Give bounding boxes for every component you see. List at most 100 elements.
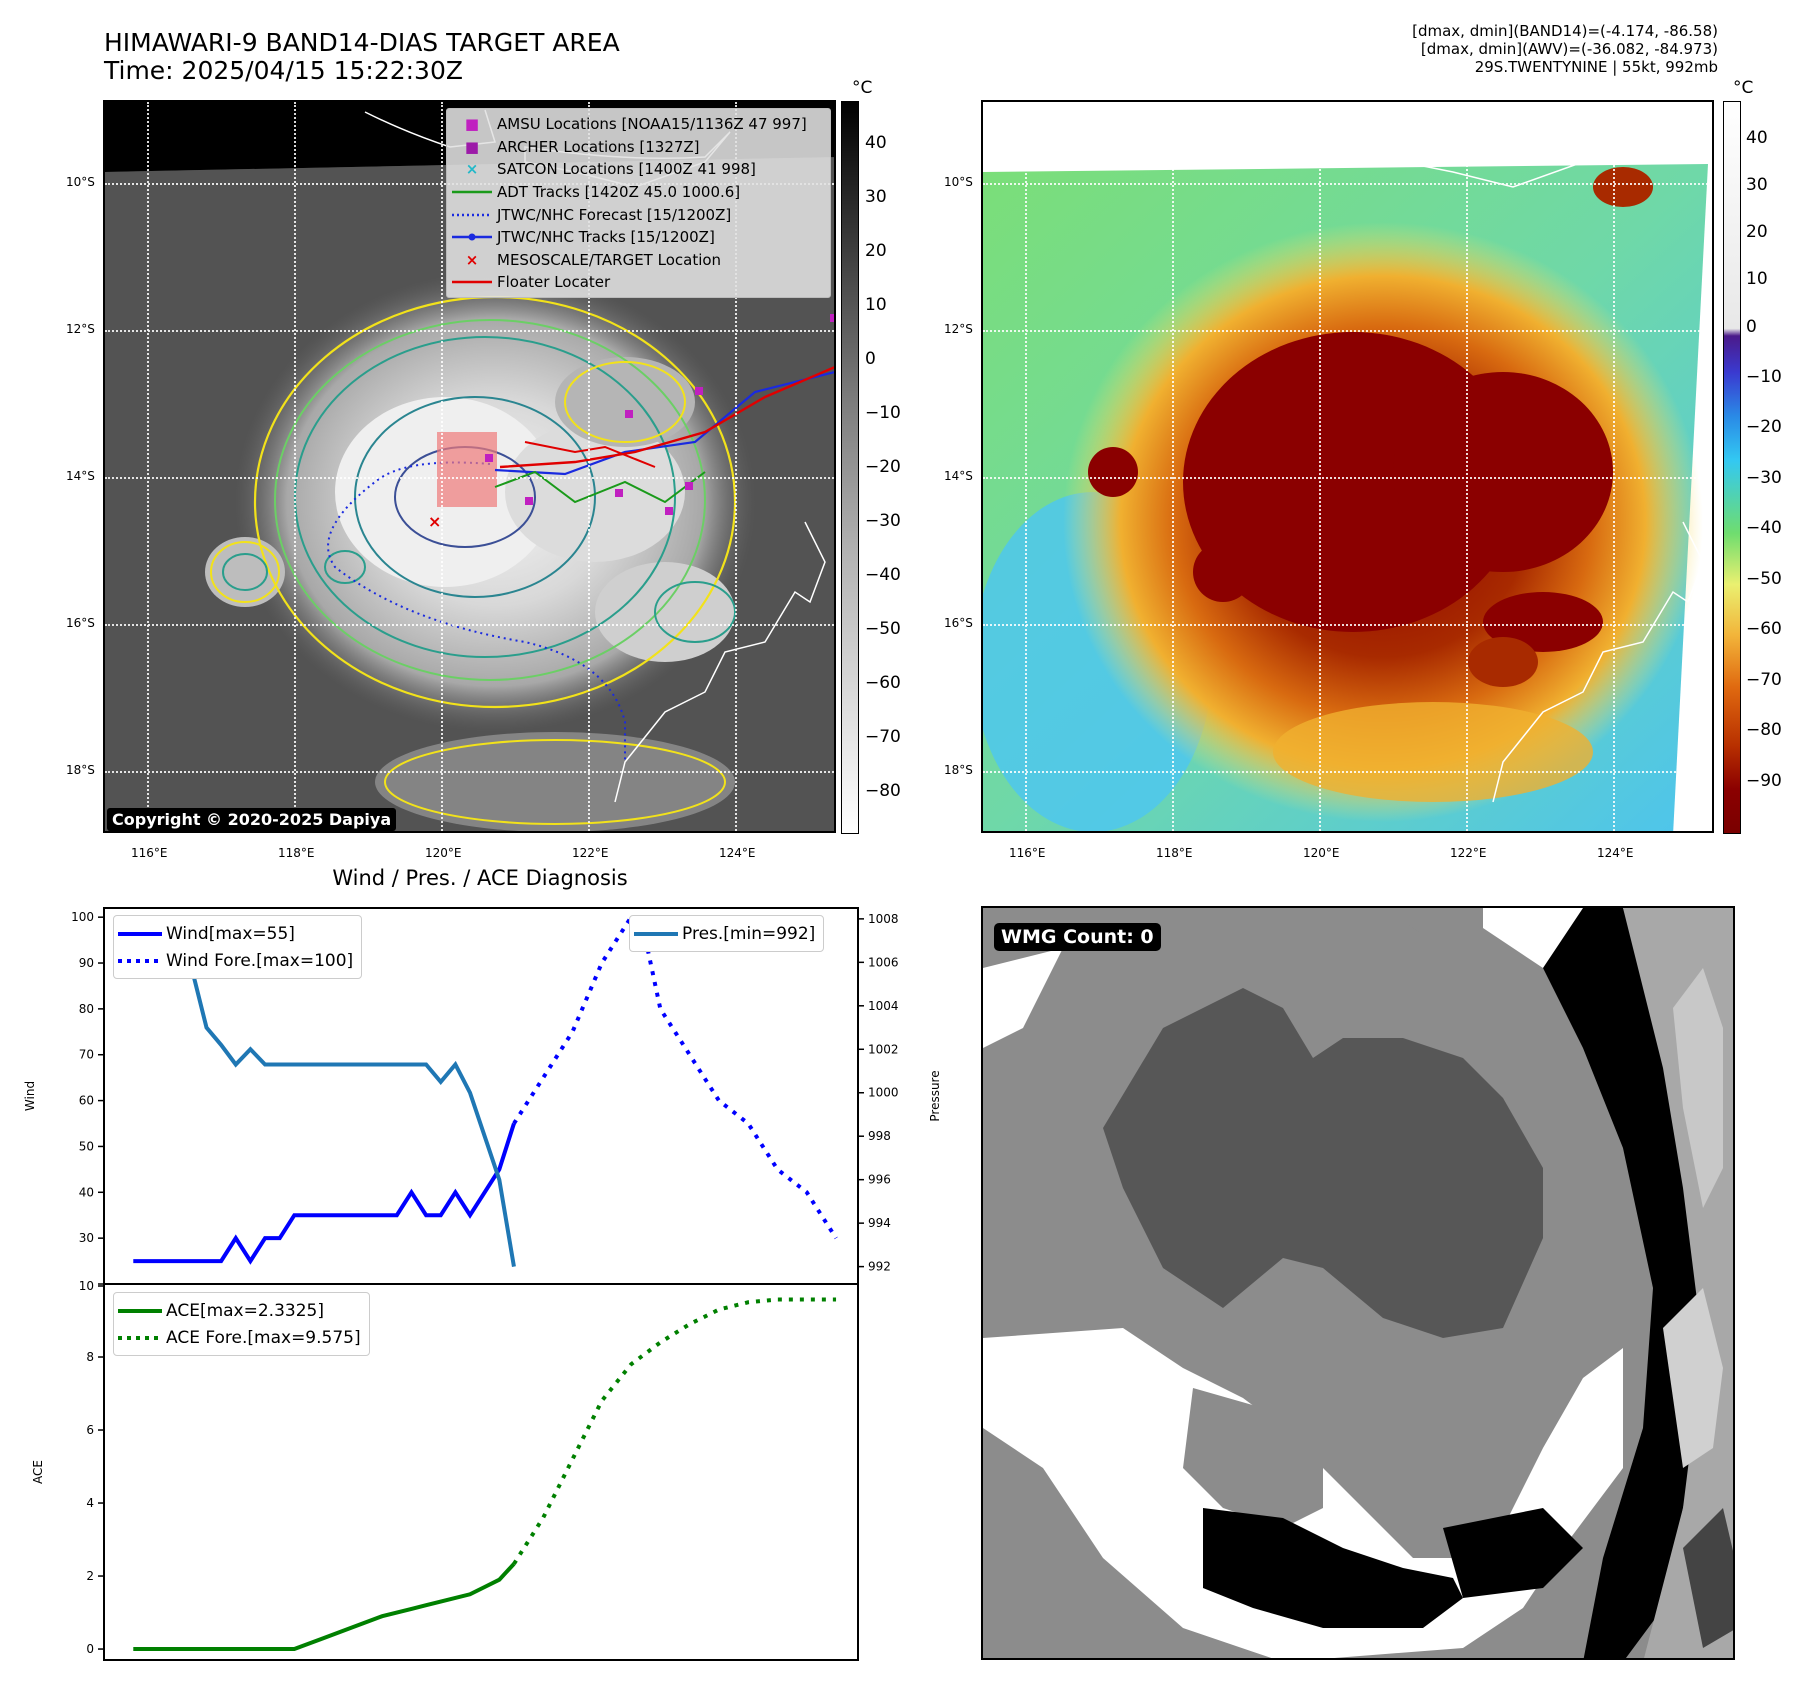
wind-tick-label: 10	[79, 1279, 94, 1293]
legend-ace: ACE[max=2.3325]	[166, 1300, 324, 1321]
pressure-tick-label: 1002	[868, 1042, 899, 1056]
legend-symbol-icon	[447, 206, 497, 224]
map-legend-label: ADT Tracks [1420Z 45.0 1000.6]	[497, 183, 741, 202]
colorbar-tick-label: −40	[1746, 518, 1782, 539]
lat-label: 18°S	[66, 763, 95, 777]
map-legend-label: MESOSCALE/TARGET Location	[497, 250, 722, 269]
info-awv: [dmax, dmin](AWV)=(-36.082, -84.973)	[1420, 40, 1718, 58]
series-line-wind	[133, 1122, 516, 1265]
awv-colorbar	[1723, 101, 1741, 834]
map-legend-label: ARCHER Locations [1327Z]	[497, 137, 700, 156]
ace-legend: ACE[max=2.3325] ACE Fore.[max=9.575]	[113, 1292, 370, 1356]
map-legend-item: ■ AMSU Locations [NOAA15/1136Z 47 997]	[447, 113, 830, 136]
lat-label: 12°S	[66, 322, 95, 336]
wind-tick-label: 80	[79, 1002, 94, 1016]
lat-label: 14°S	[66, 469, 95, 483]
map-legend-item: ADT Tracks [1420Z 45.0 1000.6]	[447, 181, 830, 204]
wmg-panel: WMG Count: 0	[981, 906, 1735, 1660]
lat-label: 12°S	[944, 322, 973, 336]
legend-pressure: Pres.[min=992]	[682, 923, 816, 944]
colorbar-tick-label: −20	[865, 456, 901, 477]
wind-legend: Wind[max=55] Wind Fore.[max=100]	[113, 915, 363, 979]
legend-symbol-icon	[447, 228, 497, 246]
series-line-ace-forecast	[512, 1297, 837, 1565]
map-legend-label: Floater Locater	[497, 273, 611, 292]
colorbar-unit: °C	[1733, 78, 1754, 98]
diagnosis-chart: 1030405060708090100992994996998100010021…	[23, 907, 942, 1661]
lon-label: 122°E	[1450, 846, 1487, 860]
band14-colorbar	[841, 101, 859, 834]
map-legend-item: JTWC/NHC Forecast [15/1200Z]	[447, 203, 830, 226]
ace-tick-label: 8	[86, 1350, 94, 1364]
map-legend-label: JTWC/NHC Tracks [15/1200Z]	[497, 228, 715, 247]
wmg-count-badge: WMG Count: 0	[994, 923, 1161, 951]
pressure-tick-label: 996	[868, 1173, 891, 1187]
pressure-tick-label: 992	[868, 1260, 891, 1274]
pressure-tick-label: 998	[868, 1129, 891, 1143]
colorbar-tick-label: 0	[1746, 316, 1757, 337]
legend-wind-forecast: Wind Fore.[max=100]	[166, 950, 354, 971]
colorbar-tick-label: −80	[1746, 720, 1782, 741]
band14-map: × ■ AMSU Locations [NOAA15/1136Z 47 997] ■…	[103, 100, 836, 833]
colorbar-tick-label: −50	[865, 618, 901, 639]
legend-symbol-icon: ■	[464, 137, 480, 156]
colorbar-tick-label: −30	[865, 510, 901, 531]
series-line-ace	[133, 1562, 516, 1652]
colorbar-tick-label: 40	[1746, 127, 1768, 148]
colorbar-tick-label: −60	[865, 672, 901, 693]
pressure-tick-label: 994	[868, 1216, 891, 1230]
pressure-tick-label: 1006	[868, 955, 899, 969]
ace-panel-frame	[103, 1283, 859, 1661]
map-legend-label: AMSU Locations [NOAA15/1136Z 47 997]	[497, 115, 807, 134]
lon-label: 116°E	[1009, 846, 1046, 860]
colorbar-tick-label: −40	[865, 564, 901, 585]
colorbar-tick-label: 20	[865, 241, 887, 262]
copyright-label: Copyright © 2020-2025 Dapiya	[107, 808, 397, 831]
pressure-legend: Pres.[min=992]	[629, 915, 825, 952]
wind-tick-label: 90	[79, 956, 94, 970]
svg-text:×: ×	[428, 512, 441, 531]
legend-symbol-icon: ×	[465, 160, 479, 179]
wind-axis-label: Wind	[23, 1081, 37, 1111]
map-legend-item: Floater Locater	[447, 271, 830, 294]
legend-ace-forecast: ACE Fore.[max=9.575]	[166, 1327, 361, 1348]
pressure-axis-label: Pressure	[928, 1070, 942, 1121]
legend-symbol-icon: ■	[464, 115, 480, 134]
colorbar-tick-label: −90	[1746, 770, 1782, 791]
ace-tick-label: 4	[86, 1496, 94, 1510]
pressure-tick-label: 1008	[868, 912, 899, 926]
colorbar-tick-label: 40	[865, 133, 887, 154]
lat-label: 16°S	[944, 616, 973, 630]
diagnosis-title: Wind / Pres. / ACE Diagnosis	[332, 866, 628, 890]
colorbar-tick-label: −80	[865, 780, 901, 801]
figure-title-line1: HIMAWARI-9 BAND14-DIAS TARGET AREA	[104, 28, 620, 57]
wind-tick-label: 50	[79, 1139, 94, 1153]
colorbar-tick-label: 10	[865, 295, 887, 315]
colorbar-tick-label: −10	[1746, 367, 1782, 388]
map-legend-label: JTWC/NHC Forecast [15/1200Z]	[497, 205, 732, 224]
lat-label: 14°S	[944, 469, 973, 483]
pressure-tick-label: 1004	[868, 999, 899, 1013]
lat-label: 16°S	[66, 616, 95, 630]
ace-tick-label: 2	[86, 1569, 94, 1583]
lon-label: 122°E	[572, 846, 609, 860]
legend-symbol-icon: ×	[465, 250, 479, 269]
colorbar-tick-label: −50	[1746, 568, 1782, 589]
series-line-wind-fore-	[512, 913, 838, 1240]
legend-wind: Wind[max=55]	[166, 923, 295, 944]
colorbar-tick-label: 30	[1746, 174, 1768, 195]
colorbar-tick-label: −20	[1746, 417, 1782, 438]
map-legend-item: ■ ARCHER Locations [1327Z]	[447, 136, 830, 159]
series-line-pres-	[131, 918, 516, 1267]
pressure-tick-label: 1000	[868, 1086, 899, 1100]
colorbar-tick-label: −60	[1746, 619, 1782, 640]
figure-title-line2: Time: 2025/04/15 15:22:30Z	[104, 56, 463, 85]
map-legend-item: × SATCON Locations [1400Z 41 998]	[447, 158, 830, 181]
lon-label: 118°E	[1156, 846, 1193, 860]
wind-tick-label: 60	[79, 1094, 94, 1108]
ace-tick-label: 6	[86, 1423, 94, 1437]
lon-label: 120°E	[425, 846, 462, 860]
info-storm: 29S.TWENTYNINE | 55kt, 992mb	[1474, 58, 1718, 76]
colorbar-tick-label: 10	[1746, 269, 1768, 290]
wind-tick-label: 70	[79, 1048, 94, 1062]
